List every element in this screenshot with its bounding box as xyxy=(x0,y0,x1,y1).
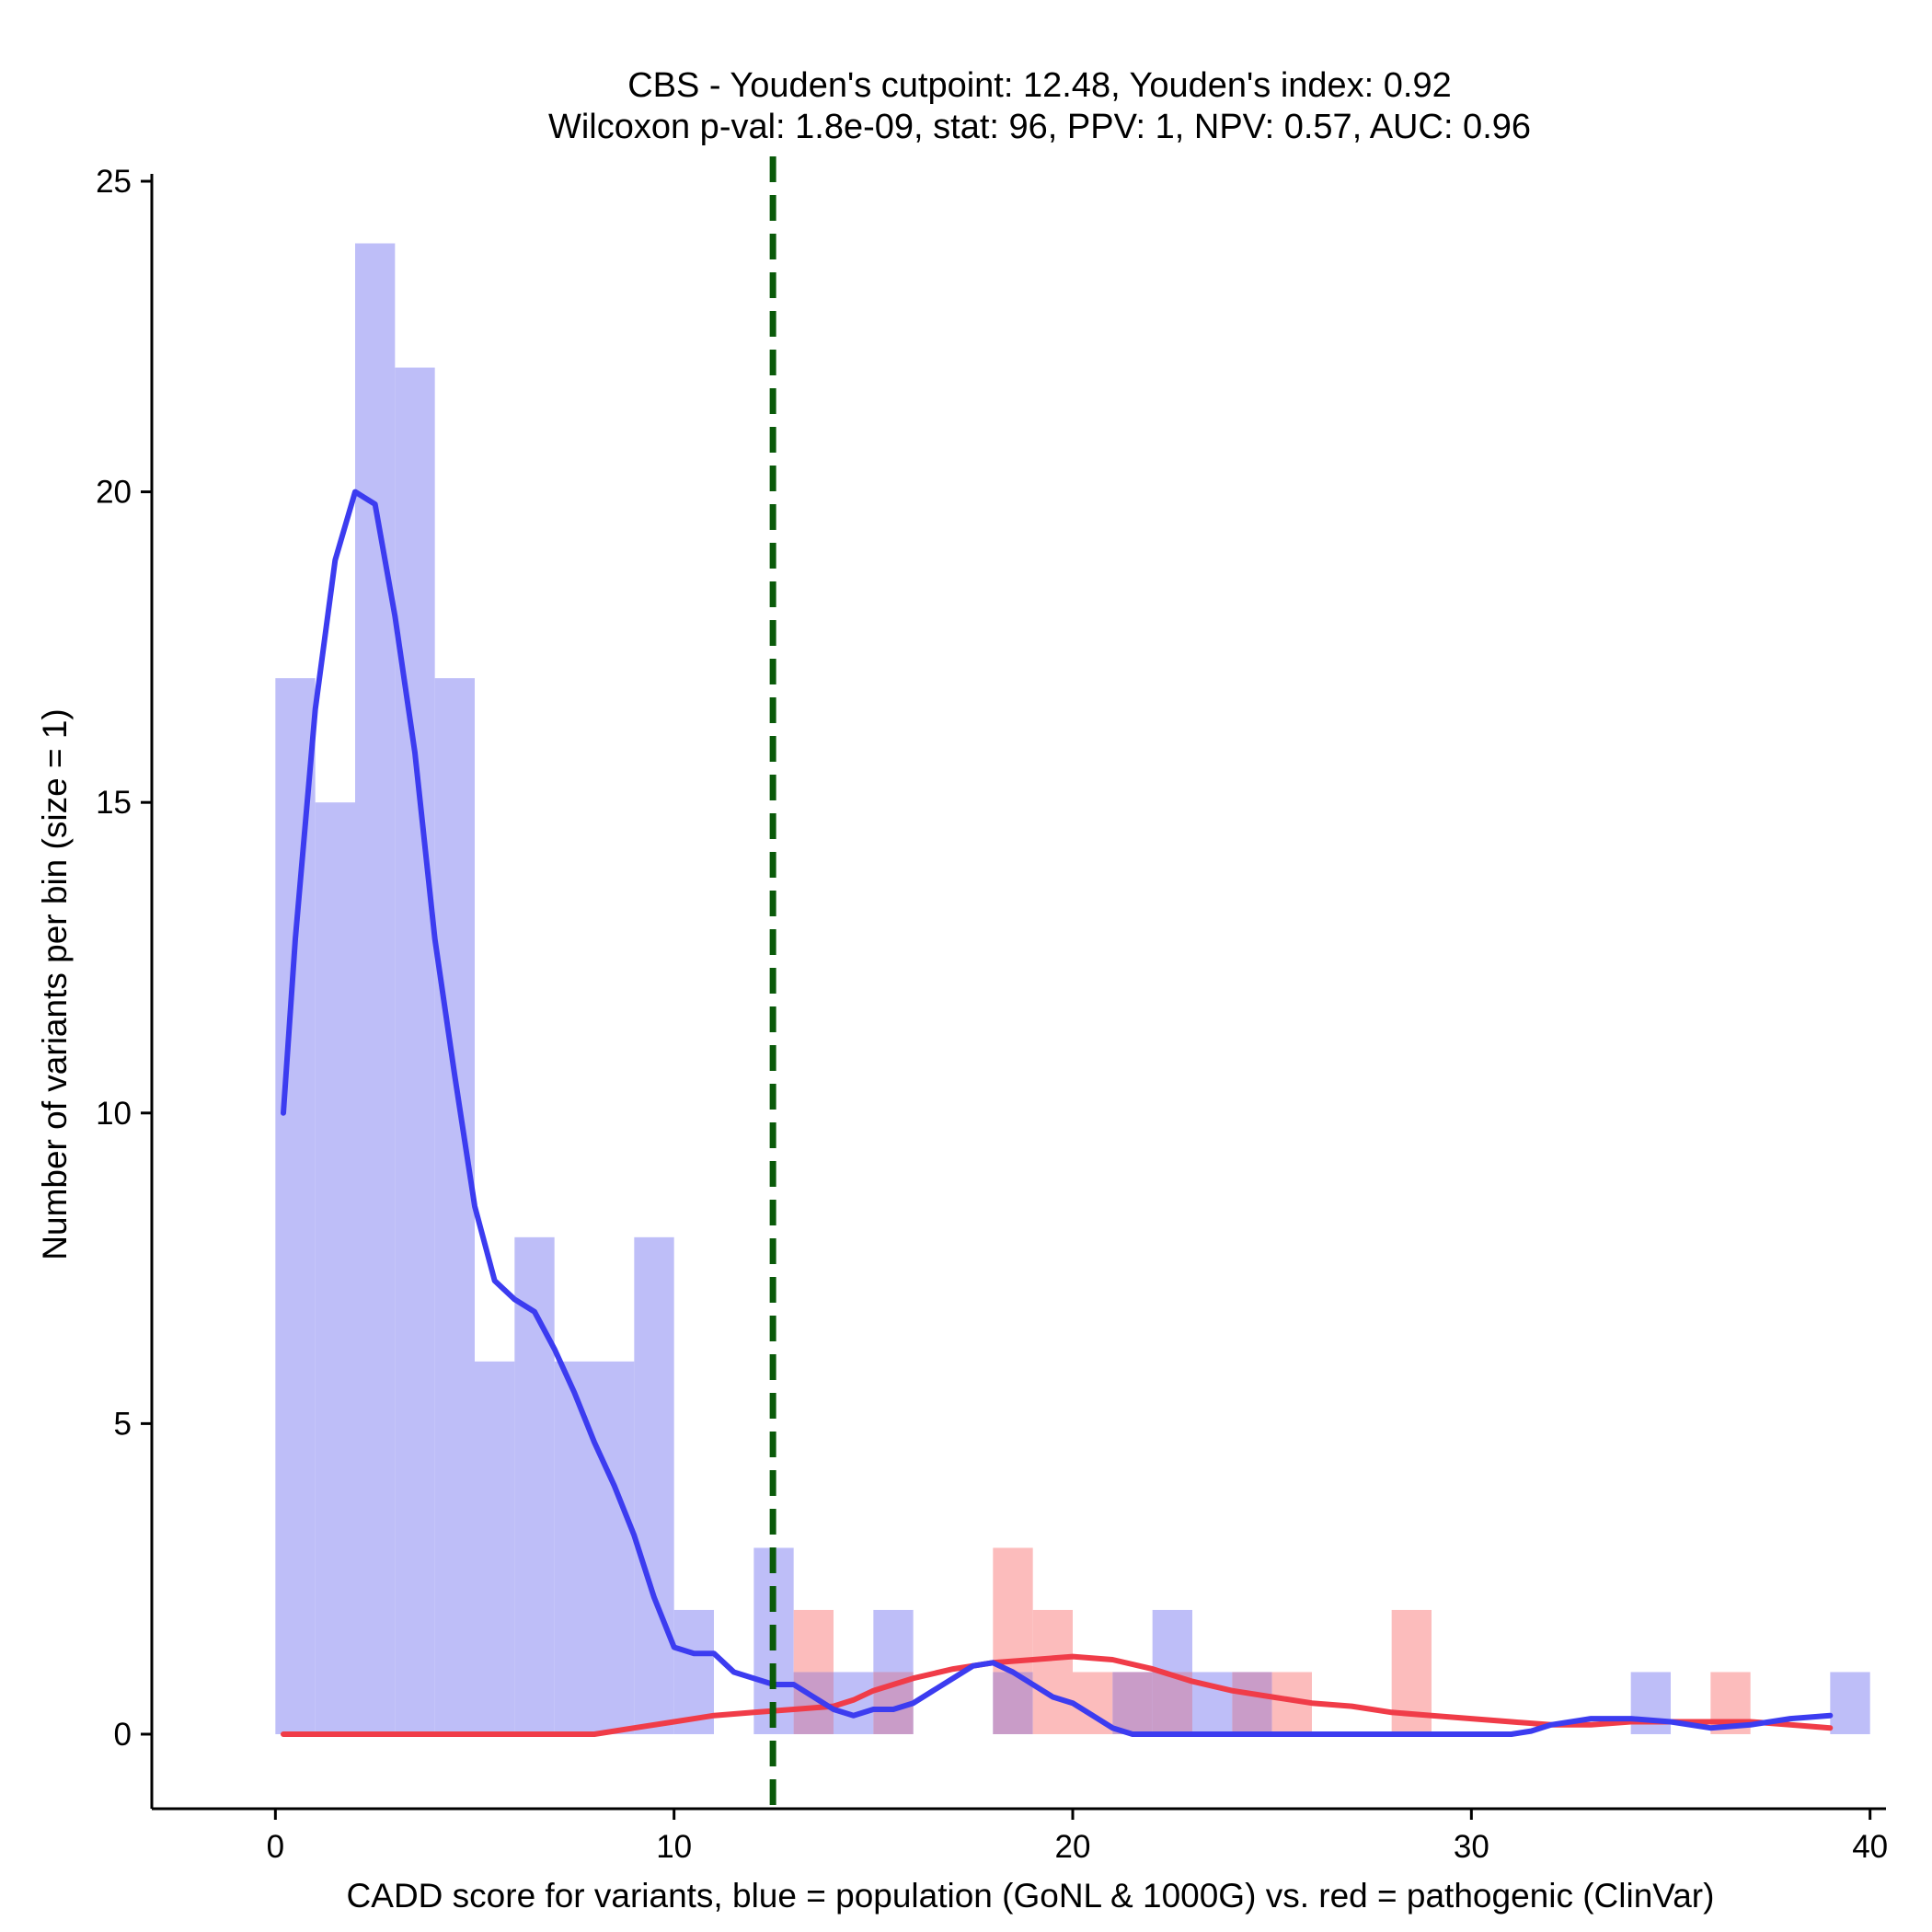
chart-title-line1: CBS - Youden's cutpoint: 12.48, Youden's… xyxy=(627,66,1452,105)
x-tick-label: 0 xyxy=(267,1829,284,1865)
population-bar xyxy=(594,1361,635,1734)
population-bar xyxy=(1830,1672,1870,1734)
pathogenic-density-line xyxy=(281,1653,1834,1737)
pathogenic-bar xyxy=(1032,1609,1073,1734)
y-tick-label: 20 xyxy=(96,475,132,511)
y-tick-label: 10 xyxy=(96,1096,132,1132)
y-axis-label: Number of variants per bin (size = 1) xyxy=(36,708,74,1259)
population-bar xyxy=(434,678,475,1734)
x-axis-label: CADD score for variants, blue = populati… xyxy=(347,1877,1715,1915)
axes xyxy=(150,174,1886,1811)
y-tick-label: 25 xyxy=(96,164,132,200)
y-tick-label: 5 xyxy=(114,1406,132,1442)
population-histogram xyxy=(275,243,1870,1734)
x-tick-label: 30 xyxy=(1454,1829,1489,1865)
pathogenic-histogram xyxy=(793,1547,1751,1734)
population-bar xyxy=(554,1361,594,1734)
x-tick-label: 10 xyxy=(656,1829,692,1865)
y-tick-label: 15 xyxy=(96,785,132,821)
population-bar xyxy=(355,243,396,1734)
density-curves xyxy=(281,489,1834,1737)
population-density-line xyxy=(281,489,1834,1737)
population-bar xyxy=(475,1361,515,1734)
population-bar xyxy=(315,802,355,1734)
chart-title-line2: Wilcoxon p-val: 1.8e-09, stat: 96, PPV: … xyxy=(548,108,1531,146)
pathogenic-bar-overlap xyxy=(1152,1672,1192,1734)
pathogenic-bar xyxy=(793,1609,834,1673)
x-tick-label: 40 xyxy=(1852,1829,1888,1865)
pathogenic-bar-overlap xyxy=(1232,1672,1272,1734)
x-tick-label: 20 xyxy=(1055,1829,1091,1865)
population-bar xyxy=(275,678,316,1734)
population-bar xyxy=(673,1609,714,1734)
population-bar xyxy=(1630,1672,1671,1734)
population-bar xyxy=(514,1236,555,1734)
population-bar xyxy=(395,367,435,1734)
y-tick-label: 0 xyxy=(114,1717,132,1753)
ticks: 0 5 10 15 20 25 0 10 20 30 40 xyxy=(96,164,1888,1865)
pathogenic-bar xyxy=(993,1547,1033,1673)
pathogenic-bar-overlap xyxy=(1112,1672,1153,1734)
population-bar xyxy=(634,1236,674,1734)
